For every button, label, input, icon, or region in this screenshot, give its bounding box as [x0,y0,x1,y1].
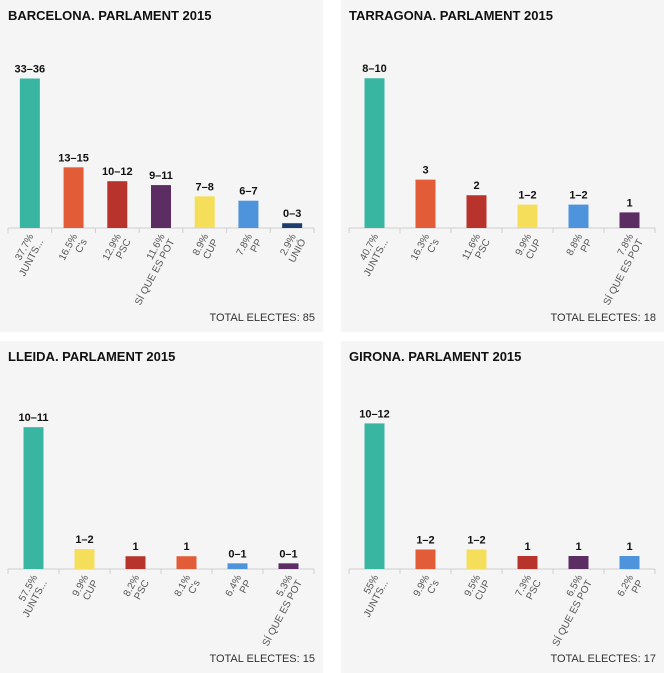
tick-label: 8.8%PP [565,232,595,263]
total-electes: TOTAL ELECTES: 85 [209,312,315,324]
seat-label: 1–2 [416,535,434,547]
bar-chart-girona: 10–12 55%JUNTS... 1–2 9.9%C's 1–2 9.5%CUP 1 7.3… [348,408,656,648]
panel-barcelona: BARCELONA. PARLAMENT 2015 33–36 37.7%JUNT… [0,0,323,332]
tick-label: 2.9%UNIÓ [277,232,308,265]
total-electes: TOTAL ELECTES: 18 [550,312,656,324]
chart-title: BARCELONA. PARLAMENT 2015 [8,8,212,23]
bar [125,556,146,569]
seat-label: 1 [626,197,632,209]
bar [568,556,589,569]
seat-label: 0–1 [279,548,297,560]
bar [466,195,487,228]
bar-chart-lleida: 10–11 57.5%JUNTS... 1–2 9.9%CUP 1 8.2%PSC 1 8.1… [7,412,315,648]
tick-label: 16.3%C's [409,232,442,267]
bar [194,196,215,228]
bar [568,204,589,228]
tick-label: 57.5%JUNTS... [11,573,50,619]
tick-label: 6.4%PP [224,573,254,604]
tick-label: 6.2%PP [616,573,646,604]
total-electes: TOTAL ELECTES: 17 [550,653,656,665]
seat-label: 33–36 [15,64,46,76]
seat-label: 10–12 [102,166,133,178]
seat-label: 13–15 [58,152,89,164]
chart-title: GIRONA. PARLAMENT 2015 [349,349,522,364]
bar [19,78,40,228]
panel-tarragona: TARRAGONA. PARLAMENT 2015 8–10 40.7%JUNTS… [341,0,664,332]
tick-label: 11.6%PSC [460,232,492,267]
seat-label: 6–7 [239,186,257,198]
seat-label: 2 [473,180,479,192]
tick-label: 7.8%SÍ QUE ES POT [592,232,646,307]
tick-label: 16.5%C's [57,232,90,267]
seat-label: 1 [524,541,530,553]
bar-chart-tarragona: 8–10 40.7%JUNTS... 3 16.3%C's 2 11.6%PSC 1–2 9.… [348,63,656,307]
tick-label: 8.2%PSC [122,573,152,604]
bar [415,179,436,228]
seat-label: 0–1 [228,548,246,560]
bar [282,223,303,228]
tick-label: 5.3%SÍ QUE ES POT [251,573,305,648]
seat-label: 1–2 [518,190,536,202]
total-electes: TOTAL ELECTES: 15 [209,653,315,665]
seat-label: 3 [422,165,428,177]
tick-label: 6.5%SÍ QUE ES POT [541,573,595,648]
seat-label: 1–2 [569,190,587,202]
seat-label: 1 [575,541,581,553]
bar [619,212,640,228]
bar [151,185,171,228]
tick-label: 9.5%CUP [463,573,493,604]
tick-label: 12.9%PSC [101,232,134,267]
seat-label: 10–11 [19,412,49,424]
seat-label: 7–8 [196,181,214,193]
panel-lleida: LLEIDA. PARLAMENT 2015 10–11 57.5%JUNTS..… [0,341,323,673]
seat-label: 1–2 [467,535,485,547]
tick-label: 55%JUNTS... [352,573,391,619]
bar-chart-barcelona: 33–36 37.7%JUNTS... 13–15 16.5%C's 10–12 12.9… [7,64,315,307]
tick-label: 9.9%CUP [514,232,544,263]
seat-label: 1–2 [75,534,93,546]
seat-label: 1 [132,541,138,553]
bar [466,549,487,569]
seat-label: 8–10 [362,63,386,75]
tick-label: 8.1%C's [173,573,203,604]
bar [227,563,248,569]
tick-label: 9.9%CUP [71,573,101,604]
seat-label: 9–11 [149,170,173,182]
seat-label: 0–3 [283,208,301,220]
seat-label: 1 [183,541,189,553]
bar [23,427,44,569]
tick-label: 40.7%JUNTS... [352,232,391,278]
panel-girona: GIRONA. PARLAMENT 2015 10–12 55%JUNTS... 1… [341,341,664,673]
bar [238,200,259,228]
tick-label: 37.7%JUNTS... [8,232,47,278]
bar [364,423,385,569]
bar [517,204,538,228]
bar [415,549,436,569]
bar [364,78,385,229]
bar [74,549,95,569]
bar [517,556,538,569]
bar [63,167,84,228]
tick-label: 7.3%PSC [514,573,544,604]
bar [176,556,197,569]
chart-title: LLEIDA. PARLAMENT 2015 [8,349,176,364]
tick-label: 9.9%C's [412,573,442,604]
tick-label: 8.9%CUP [191,232,221,263]
bar [107,181,128,228]
seat-label: 1 [626,541,632,553]
seat-label: 10–12 [359,408,390,420]
bar [619,556,640,569]
chart-title: TARRAGONA. PARLAMENT 2015 [349,8,553,23]
bar [278,563,299,569]
tick-label: 7.8%PP [235,232,265,263]
